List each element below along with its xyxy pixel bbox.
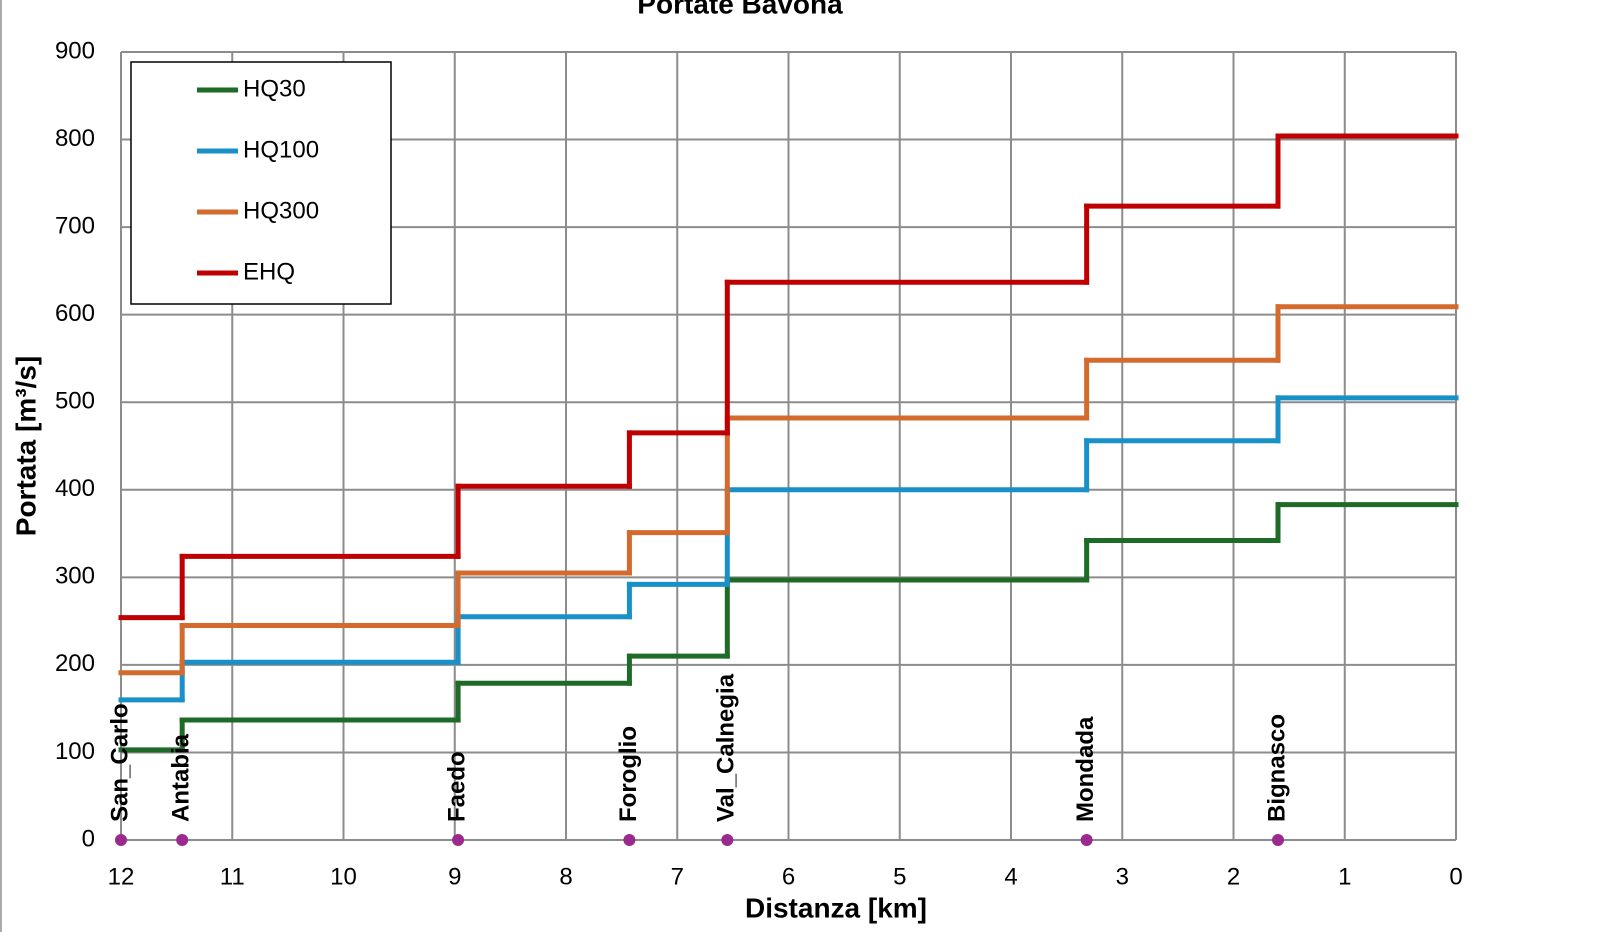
x-tick-label: 10	[330, 863, 357, 890]
y-tick-label: 100	[55, 738, 95, 765]
station-label: Foroglio	[615, 726, 642, 822]
y-tick-label: 500	[55, 388, 95, 415]
legend-label: HQ100	[243, 136, 319, 163]
chart-title: Portate Bavona	[637, 0, 843, 19]
x-tick-label: 12	[108, 863, 135, 890]
x-tick-label: 3	[1116, 863, 1129, 890]
y-axis-label: Portata [m³/s]	[10, 356, 41, 536]
x-tick-label: 2	[1227, 863, 1240, 890]
y-tick-label: 300	[55, 563, 95, 590]
y-tick-label: 0	[82, 825, 95, 852]
station-label: San_Carlo	[106, 703, 133, 822]
y-tick-label: 200	[55, 650, 95, 677]
station-label: Bignasco	[1263, 714, 1290, 822]
x-tick-label: 6	[782, 863, 795, 890]
x-axis-label: Distanza [km]	[745, 892, 927, 923]
station-marker	[1272, 834, 1284, 846]
station-marker	[176, 834, 189, 846]
x-tick-label: 1	[1338, 863, 1351, 890]
legend-label: HQ300	[243, 197, 319, 224]
x-tick-label: 0	[1449, 863, 1462, 890]
y-tick-label: 800	[55, 125, 95, 152]
station-marker	[1080, 834, 1093, 846]
x-tick-label: 5	[893, 863, 906, 890]
station-label: Val_Calnegia	[713, 673, 740, 822]
x-tick-label: 4	[1004, 863, 1017, 890]
y-tick-label: 700	[55, 212, 95, 239]
y-tick-label: 900	[55, 37, 95, 64]
x-tick-label: 9	[448, 863, 461, 890]
station-label: Antabia	[168, 733, 195, 822]
station-label: Faedo	[443, 751, 470, 822]
x-tick-label: 8	[559, 863, 572, 890]
y-tick-label: 400	[55, 475, 95, 502]
station-marker	[623, 834, 636, 846]
x-tick-label: 7	[671, 863, 684, 890]
station-marker	[452, 834, 465, 846]
legend-label: EHQ	[243, 258, 295, 285]
station-label: Mondada	[1072, 716, 1099, 822]
x-tick-label: 11	[220, 863, 245, 890]
station-marker	[115, 834, 127, 846]
station-marker	[721, 834, 734, 846]
legend-box	[130, 61, 392, 305]
legend-label: HQ30	[243, 75, 306, 102]
y-tick-label: 600	[55, 300, 95, 327]
